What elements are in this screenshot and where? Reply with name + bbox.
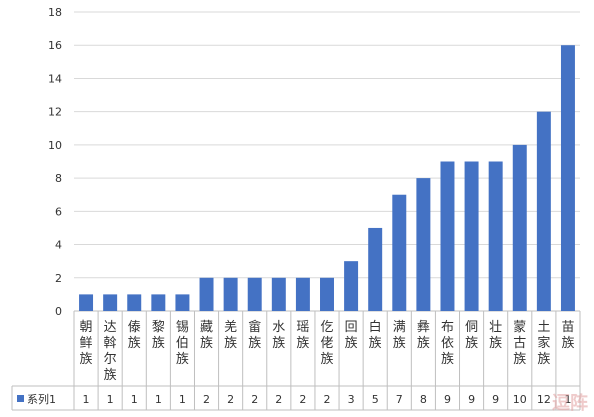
- bar: [151, 294, 166, 311]
- y-tick-label: 4: [55, 239, 62, 252]
- category-label: 畲族: [248, 319, 261, 351]
- y-tick-label: 2: [55, 272, 62, 285]
- category-label: 傣族: [128, 320, 141, 351]
- data-table: 系列1 1 1 1 1 1 2 2 2 2 2 2 3 5 7 8 9 9 9 10 12 1: [11, 311, 581, 411]
- y-tick-label: 6: [55, 205, 62, 218]
- bar: [79, 294, 94, 311]
- bar: [175, 294, 190, 311]
- table-value: 2: [324, 393, 331, 406]
- y-tick-label: 12: [48, 106, 62, 119]
- y-tick-label: 0: [55, 305, 62, 318]
- category-label: 达斡尔族: [104, 320, 117, 383]
- category-label: 水族: [272, 320, 285, 351]
- table-value: 9: [444, 393, 451, 406]
- category-label: 白族: [369, 319, 382, 351]
- table-value: 2: [299, 393, 306, 406]
- y-tick-label: 18: [48, 6, 62, 19]
- table-value: 2: [227, 393, 234, 406]
- bar: [392, 194, 407, 311]
- category-label: 回族: [345, 320, 358, 351]
- bar: [368, 227, 383, 311]
- bar: [271, 277, 286, 311]
- y-tick-label: 16: [48, 39, 62, 52]
- table-value: 12: [537, 393, 551, 406]
- y-axis-tick-labels: 0 2 4 6 8 10 12 14 16 18: [48, 6, 62, 318]
- y-tick-label: 8: [55, 172, 62, 185]
- table-value: 7: [396, 393, 403, 406]
- category-label: 满族: [393, 320, 406, 351]
- bar: [560, 45, 575, 311]
- category-label: 布依族: [441, 320, 454, 367]
- bar: [488, 161, 503, 311]
- bar: [223, 277, 238, 311]
- category-label: 朝鲜族: [80, 320, 93, 367]
- table-value: 9: [468, 393, 475, 406]
- table-value: 10: [513, 393, 527, 406]
- category-labels: 朝鲜族达斡尔族傣族黎族锡伯族藏族羌族畲族水族瑶族仡佬族回族白族满族彝族布依族侗族…: [80, 319, 575, 383]
- y-tick-label: 14: [48, 72, 62, 85]
- table-value: 1: [564, 393, 571, 406]
- table-value: 1: [155, 393, 162, 406]
- category-label: 侗族: [465, 320, 478, 351]
- watermark: 逗阵: [552, 393, 588, 414]
- bar: [464, 161, 479, 311]
- category-label: 锡伯族: [176, 320, 189, 367]
- bar: [512, 144, 527, 311]
- table-value: 2: [203, 393, 210, 406]
- table-value: 1: [179, 393, 186, 406]
- table-value: 9: [492, 393, 499, 406]
- table-value: 1: [83, 393, 90, 406]
- bar: [536, 111, 551, 312]
- table-value: 3: [348, 393, 355, 406]
- legend-swatch: [17, 395, 24, 402]
- gridlines: [74, 11, 580, 312]
- bar: [127, 294, 142, 311]
- bar: [320, 277, 334, 311]
- table-value: 1: [131, 393, 138, 406]
- bars: [79, 45, 575, 312]
- category-label: 藏族: [200, 320, 213, 351]
- table-value: 1: [107, 393, 114, 406]
- category-label: 土家族: [537, 320, 550, 367]
- table-value: 5: [372, 393, 379, 406]
- table-value: 2: [275, 393, 282, 406]
- category-label: 瑶族: [296, 320, 309, 351]
- bar: [344, 261, 359, 311]
- category-label: 蒙古族: [513, 320, 526, 367]
- bar: [199, 277, 214, 311]
- table-value: 8: [420, 393, 427, 406]
- y-tick-label: 10: [48, 139, 62, 152]
- category-label: 壮族: [489, 320, 502, 351]
- bar: [416, 178, 431, 311]
- category-label: 黎族: [152, 320, 165, 351]
- category-label: 彝族: [417, 319, 430, 351]
- legend-label: 系列1: [27, 392, 56, 406]
- bar: [295, 277, 310, 311]
- bar: [440, 161, 455, 311]
- category-label: 苗族: [561, 320, 574, 351]
- category-label: 仡佬族: [320, 320, 333, 367]
- table-value: 2: [251, 393, 258, 406]
- category-label: 羌族: [224, 320, 237, 351]
- bar: [103, 294, 118, 311]
- bar: [247, 277, 262, 311]
